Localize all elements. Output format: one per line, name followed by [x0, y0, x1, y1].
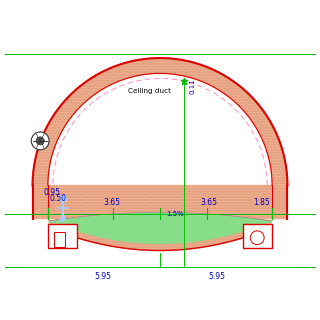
Text: 0.11: 0.11 [189, 78, 195, 94]
Text: 1.85: 1.85 [253, 198, 270, 207]
Text: 5.95: 5.95 [94, 272, 111, 281]
Text: 1.5%: 1.5% [166, 211, 184, 217]
Circle shape [60, 196, 66, 202]
Circle shape [31, 132, 49, 150]
Circle shape [36, 137, 44, 145]
Polygon shape [33, 58, 287, 219]
Text: 3.65: 3.65 [103, 198, 120, 207]
FancyBboxPatch shape [53, 232, 65, 247]
Text: 0.50: 0.50 [50, 194, 67, 203]
FancyBboxPatch shape [48, 224, 76, 248]
Text: 3.65: 3.65 [200, 198, 217, 207]
Text: Ceiling duct: Ceiling duct [128, 88, 171, 94]
Text: 5.95: 5.95 [209, 272, 226, 281]
FancyBboxPatch shape [244, 224, 272, 248]
Circle shape [250, 231, 264, 244]
Text: 0.95: 0.95 [43, 188, 60, 197]
Polygon shape [49, 212, 271, 251]
